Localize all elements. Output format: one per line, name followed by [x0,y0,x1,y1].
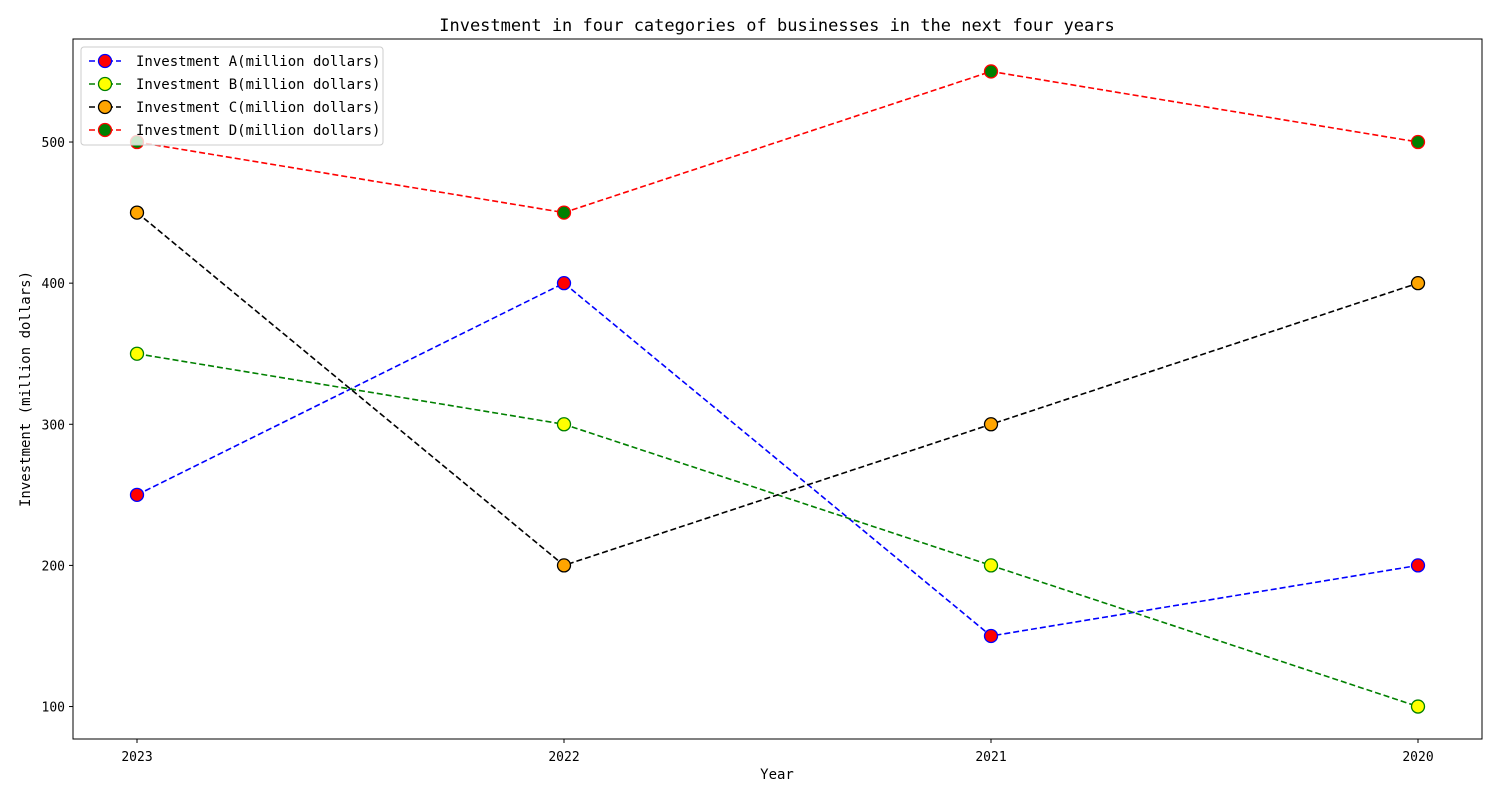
series-line-1 [136,282,1419,637]
data-point [129,205,145,220]
plot-area [72,38,1483,740]
data-point [983,628,999,644]
x-axis: 2023 2022 2021 2020 [121,739,1434,765]
data-point [983,417,999,432]
data-point [556,205,572,220]
x-axis-label: Year [760,767,794,783]
data-point [556,276,572,291]
legend-marker [97,53,113,69]
data-point [983,558,999,573]
chart-title: Investment in four categories of busines… [439,16,1115,36]
y-tick-label: 400 [42,277,65,292]
series-line-4 [136,70,1419,214]
x-tick-label: 2021 [975,750,1006,765]
y-tick-label: 500 [42,136,65,151]
y-axis-label: Investment (million dollars) [18,271,34,507]
legend-marker [97,99,113,115]
data-point [556,417,572,432]
legend-label: Investment D(million dollars) [136,123,380,139]
legend-box [80,46,384,146]
data-point [1410,134,1426,150]
data-point [129,346,145,361]
data-point [1410,276,1426,291]
legend-marker [97,76,113,92]
series-layer [129,64,1426,714]
data-point [983,64,999,79]
series-line-2 [136,352,1419,708]
legend-label: Investment B(million dollars) [136,77,380,93]
data-point [1410,558,1426,573]
x-tick-label: 2022 [548,750,579,765]
y-tick-label: 300 [42,418,65,433]
y-axis: 100 200 300 400 500 [42,136,73,716]
legend-label: Investment C(million dollars) [136,100,380,116]
y-tick-label: 200 [42,559,65,574]
legend: Investment A(million dollars) Investment … [80,46,384,146]
y-tick-label: 100 [42,701,65,716]
x-tick-label: 2020 [1402,750,1433,765]
data-point [1410,699,1426,714]
legend-marker [97,122,113,138]
data-point [556,558,572,573]
legend-label: Investment A(million dollars) [136,54,380,70]
data-point [129,487,145,502]
x-tick-label: 2023 [121,750,152,765]
series-line-3 [136,211,1419,567]
